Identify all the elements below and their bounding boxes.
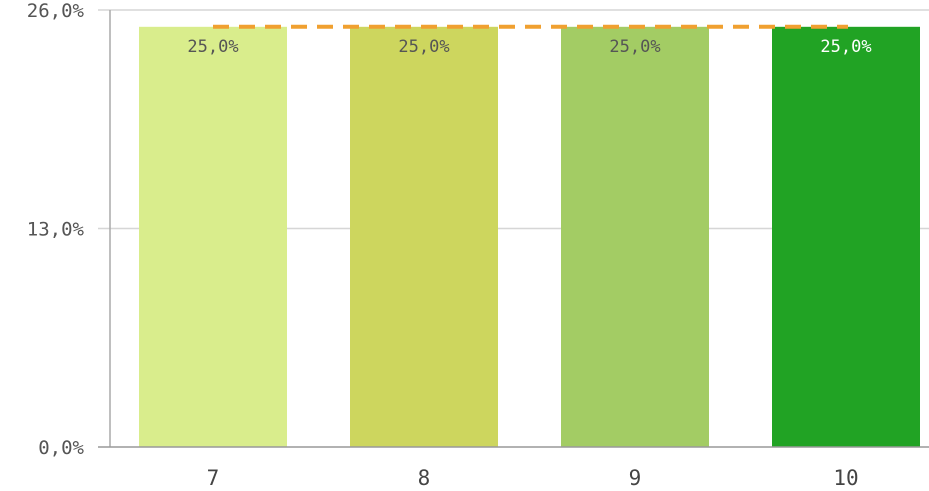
data-label: 25,0% bbox=[609, 37, 660, 57]
bar bbox=[561, 26, 709, 448]
data-label: 25,0% bbox=[187, 37, 238, 57]
bar bbox=[350, 26, 498, 448]
axes: 0,0% 13,0% 26,0% 7 8 9 10 bbox=[27, 0, 929, 490]
y-tick-label: 26,0% bbox=[27, 0, 85, 22]
bar bbox=[139, 26, 287, 448]
bar bbox=[772, 26, 920, 448]
data-labels: 25,0% 25,0% 25,0% 25,0% bbox=[187, 37, 871, 57]
y-tick-label: 13,0% bbox=[27, 219, 85, 241]
data-label: 25,0% bbox=[820, 37, 871, 57]
x-tick-label: 8 bbox=[418, 466, 431, 490]
x-tick-label: 9 bbox=[629, 466, 642, 490]
data-label: 25,0% bbox=[398, 37, 449, 57]
bars bbox=[139, 26, 920, 448]
x-tick-label: 7 bbox=[207, 466, 220, 490]
x-tick-label: 10 bbox=[833, 466, 858, 490]
y-tick-label: 0,0% bbox=[38, 437, 84, 459]
